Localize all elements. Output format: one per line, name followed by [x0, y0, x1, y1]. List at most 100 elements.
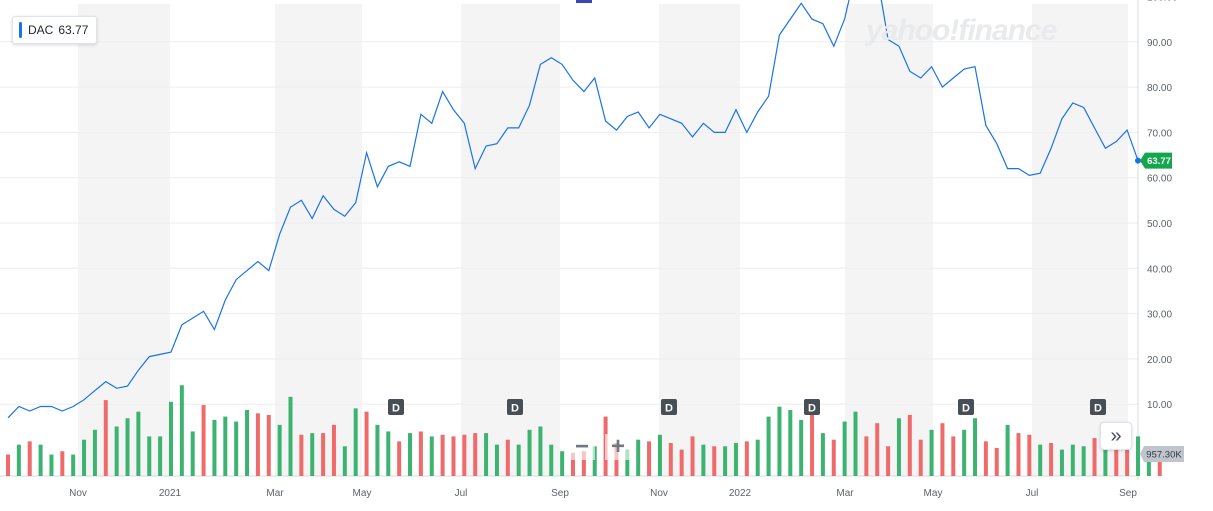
volume-bar — [1059, 449, 1064, 476]
volume-bar — [1038, 444, 1043, 476]
x-tick-label: Jul — [455, 488, 468, 499]
dividend-marker[interactable] — [958, 399, 974, 415]
volume-bar — [266, 414, 271, 476]
dividend-marker[interactable] — [507, 399, 523, 415]
y-tick-label: 20.00 — [1147, 355, 1172, 366]
month-band — [1032, 4, 1128, 476]
volume-bar — [810, 410, 815, 476]
volume-bar — [158, 436, 163, 476]
zoom-out-button[interactable]: − — [569, 433, 595, 460]
month-band — [78, 4, 170, 476]
price-line — [7, 0, 1139, 419]
volume-bar — [353, 408, 358, 476]
volume-bar — [1136, 436, 1140, 476]
volume-bar — [331, 424, 336, 476]
legend-symbol: DAC — [28, 23, 54, 37]
volume-bar — [114, 426, 119, 476]
dividend-label[interactable]: D — [962, 403, 970, 415]
x-tick-label: May — [924, 488, 943, 499]
y-tick-label: 70.00 — [1147, 128, 1172, 139]
y-tick-label: 90.00 — [1147, 38, 1172, 49]
volume-bar — [842, 421, 847, 476]
zoom-in-button[interactable]: + — [605, 433, 631, 460]
dividend-marker[interactable] — [388, 399, 404, 415]
volume-bar — [82, 439, 87, 476]
volume-bar — [408, 433, 413, 476]
x-tick-label: Nov — [650, 488, 668, 499]
x-tick-label: Sep — [1119, 488, 1137, 499]
volume-bar — [777, 406, 782, 476]
volume-bar — [38, 444, 43, 476]
volume-bar — [277, 424, 282, 476]
volume-bar — [299, 434, 304, 476]
volume-bar — [690, 436, 695, 476]
y-tick-label: 30.00 — [1147, 310, 1172, 321]
dividend-label[interactable]: D — [1094, 403, 1102, 415]
volume-bar — [234, 421, 239, 476]
x-tick-label: 2021 — [159, 488, 182, 499]
volume-bar — [440, 434, 445, 476]
volume-bar — [321, 433, 326, 476]
dividend-marker[interactable] — [804, 399, 820, 415]
scroll-to-latest-button[interactable]: » — [1100, 422, 1132, 450]
x-tick-label: Mar — [266, 488, 284, 499]
volume-bar — [288, 396, 293, 476]
volume-bar — [484, 433, 489, 476]
x-tick-label: Jul — [1026, 488, 1039, 499]
volume-bar — [549, 444, 554, 476]
volume-bar — [853, 411, 858, 476]
volume-bar — [799, 419, 804, 476]
volume-bar — [538, 426, 543, 476]
volume-bar — [962, 429, 967, 476]
y-tick-label: 100.00 — [1147, 0, 1178, 4]
volume-bar — [342, 446, 347, 476]
volume-bar — [375, 424, 380, 476]
volume-bar — [723, 446, 728, 476]
volume-bar — [733, 443, 738, 476]
series-color-swatch — [19, 22, 22, 38]
volume-bar — [397, 441, 402, 476]
x-tick-label: Mar — [836, 488, 854, 499]
volume-bar — [179, 385, 184, 476]
volume-bar — [592, 446, 597, 476]
dividend-label[interactable]: D — [665, 403, 673, 415]
volume-bar — [657, 434, 662, 476]
chart-legend[interactable]: DAC 63.77 — [12, 16, 98, 44]
y-tick-label: 40.00 — [1147, 264, 1172, 275]
volume-bar — [560, 451, 565, 476]
volume-bar — [744, 441, 749, 476]
dividend-label[interactable]: D — [808, 403, 816, 415]
month-band — [275, 4, 362, 476]
volume-bar — [581, 451, 586, 476]
volume-bar — [973, 418, 978, 476]
dividend-label[interactable]: D — [392, 403, 400, 415]
volume-bar — [896, 418, 901, 476]
volume-bar — [940, 423, 945, 476]
volume-bar — [766, 416, 771, 476]
last-volume-tag — [1140, 446, 1184, 462]
volume-bar — [494, 444, 499, 476]
y-tick-label: 50.00 — [1147, 219, 1172, 230]
volume-bar — [429, 436, 434, 476]
volume-bar — [755, 439, 760, 476]
dividend-label[interactable]: D — [511, 403, 519, 415]
volume-bar — [1114, 449, 1119, 476]
last-price-tag-label: 63.77 — [1147, 156, 1171, 167]
volume-bar — [1092, 438, 1097, 476]
volume-bar — [1103, 434, 1108, 476]
volume-bar — [864, 436, 869, 476]
volume-bar — [1027, 434, 1032, 476]
dividend-marker[interactable] — [1090, 399, 1106, 415]
month-band — [845, 4, 933, 476]
volume-bar — [147, 436, 152, 476]
volume-bar — [1016, 433, 1021, 476]
volume-bar — [668, 443, 673, 476]
volume-bar — [245, 410, 250, 476]
yahoo-finance-logo: yahoo!finance — [866, 14, 1057, 47]
dividend-marker[interactable] — [661, 399, 677, 415]
volume-bar — [951, 436, 956, 476]
volume-bar — [983, 441, 988, 476]
x-tick-label: Sep — [551, 488, 569, 499]
